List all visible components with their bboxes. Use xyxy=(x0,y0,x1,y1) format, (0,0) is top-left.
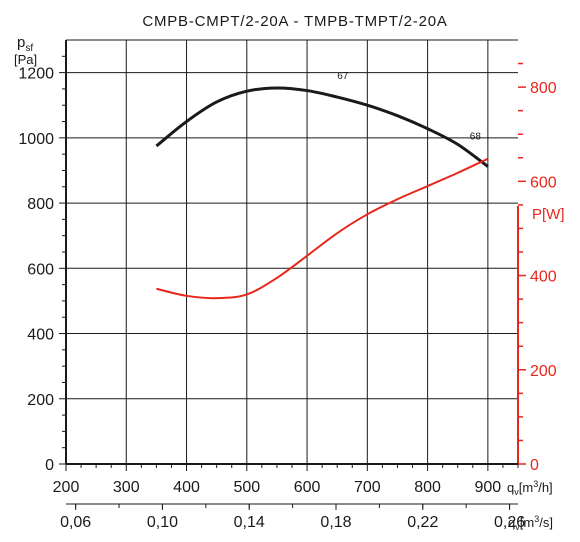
plot-frame xyxy=(65,40,519,465)
right-axis-label: P[W] xyxy=(532,206,565,223)
bottom-axis-m3h: 200 300 400 500 600 700 800 900 xyxy=(53,464,519,496)
series-lines xyxy=(155,86,489,300)
annotations: 67 68 xyxy=(337,71,481,142)
bottom-tick-label: 300 xyxy=(113,479,140,496)
left-axis-unit: [Pa] xyxy=(14,52,37,67)
left-tick-label: 400 xyxy=(27,327,54,344)
chart-title: CMPB-CMPT/2-20A - TMPB-TMPT/2-20A xyxy=(142,13,447,30)
x-axis-m3h-label: qv[m3/h] xyxy=(507,479,553,497)
m3s-tick-label: 0,26 xyxy=(494,514,525,531)
bottom-tick-label: 200 xyxy=(53,479,80,496)
right-tick-label: 800 xyxy=(530,80,557,97)
m3s-tick-label: 0,10 xyxy=(147,514,178,531)
x-axis-m3s-label: qv[m3/s] xyxy=(508,514,553,532)
curve-annotation: 67 xyxy=(337,71,349,82)
grid-lines xyxy=(66,39,518,464)
left-axis-label-sub: sf xyxy=(25,43,33,54)
bottom-tick-label: 500 xyxy=(233,479,260,496)
m3s-tick-label: 0,06 xyxy=(60,514,91,531)
m3s-tick-label: 0,22 xyxy=(407,514,438,531)
left-tick-label: 1200 xyxy=(18,66,54,83)
bottom-tick-label: 900 xyxy=(475,479,502,496)
left-axis: 0 200 400 600 800 1000 1200 xyxy=(18,55,66,474)
m3s-tick-label: 0,18 xyxy=(320,514,351,531)
right-tick-label: 400 xyxy=(530,269,557,286)
bottom-tick-label: 700 xyxy=(354,479,381,496)
bottom-tick-label: 800 xyxy=(414,479,441,496)
right-tick-label: 0 xyxy=(530,457,539,474)
left-tick-label: 1000 xyxy=(18,131,54,148)
pressure-curve xyxy=(155,86,489,168)
m3s-tick-label: 0,14 xyxy=(234,514,265,531)
left-axis-label-main: p xyxy=(17,34,25,51)
curve-annotation: 68 xyxy=(470,131,482,142)
left-axis-label: psf xyxy=(17,34,33,54)
bottom-axis-m3s: 0,06 0,10 0,14 0,18 0,22 0,26 xyxy=(60,503,525,531)
right-tick-label: 600 xyxy=(530,174,557,191)
right-tick-label: 200 xyxy=(530,363,557,380)
right-axis: 0 200 400 600 800 xyxy=(518,62,557,474)
left-tick-label: 0 xyxy=(45,457,54,474)
power-curve xyxy=(156,157,489,300)
left-tick-label: 200 xyxy=(27,392,54,409)
bottom-tick-label: 600 xyxy=(294,479,321,496)
left-tick-label: 800 xyxy=(27,196,54,213)
bottom-tick-label: 400 xyxy=(173,479,200,496)
left-tick-label: 600 xyxy=(27,261,54,278)
